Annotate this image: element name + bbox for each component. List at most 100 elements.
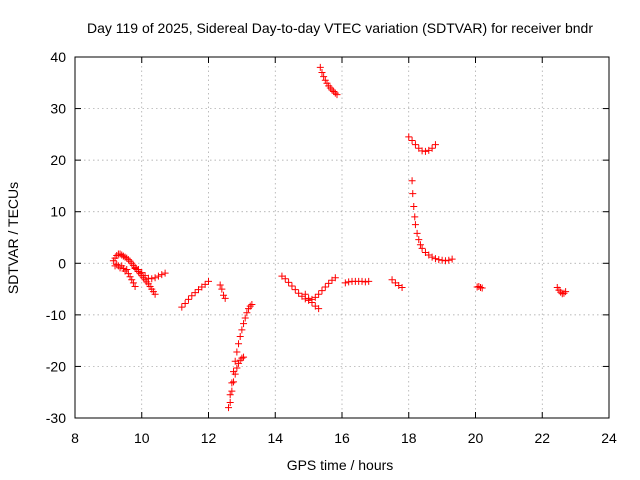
- data-point: [418, 244, 426, 252]
- data-point: [228, 379, 236, 387]
- x-tick-label: 16: [334, 430, 350, 446]
- series-seg-c: [131, 264, 169, 283]
- data-point: [230, 378, 238, 386]
- tick-labels: 8 10 12 14 16 18 20 22 24 -30 -20 -10 0 10 20 30 40: [46, 49, 617, 446]
- data-point: [330, 88, 338, 96]
- data-point: [431, 255, 439, 263]
- series-seg-f: [225, 301, 256, 412]
- data-point: [562, 288, 570, 296]
- data-point: [428, 144, 436, 152]
- series-seg-e: [216, 281, 229, 302]
- grid-lines: [75, 57, 609, 418]
- data-point: [235, 359, 243, 367]
- data-point: [411, 141, 419, 149]
- series-seg-g: [226, 353, 248, 407]
- data-point: [205, 277, 212, 285]
- data-point: [233, 348, 241, 356]
- data-point: [318, 287, 326, 295]
- data-point: [361, 278, 369, 286]
- data-point: [220, 291, 228, 299]
- x-tick-label: 14: [267, 430, 283, 446]
- data-point: [315, 290, 323, 298]
- data-point: [123, 254, 131, 262]
- data-point: [473, 283, 481, 291]
- data-point: [144, 274, 152, 282]
- data-point: [124, 270, 132, 278]
- data-point: [188, 292, 196, 300]
- y-tick-label: 0: [58, 255, 66, 271]
- data-point: [158, 271, 166, 279]
- data-point: [285, 278, 293, 286]
- data-point: [243, 309, 251, 317]
- data-point: [305, 294, 313, 302]
- x-tick-label: 24: [601, 430, 617, 446]
- data-point: [321, 76, 329, 84]
- data-point: [238, 354, 246, 362]
- x-axis-label: GPS time / hours: [287, 457, 394, 473]
- data-point: [228, 387, 236, 395]
- x-tick-label: 18: [401, 430, 417, 446]
- data-point: [281, 275, 289, 283]
- data-point: [421, 147, 429, 155]
- data-point: [411, 221, 419, 229]
- data-point: [411, 213, 419, 221]
- y-tick-label: 20: [50, 152, 66, 168]
- series-seg-j: [316, 63, 341, 99]
- series-seg-d: [178, 277, 212, 311]
- data-point: [415, 236, 423, 244]
- data-point: [365, 277, 373, 285]
- data-point: [441, 257, 449, 265]
- data-point: [129, 279, 137, 287]
- series-seg-i: [301, 290, 323, 313]
- data-point: [345, 278, 353, 286]
- data-point: [413, 229, 421, 237]
- data-point: [291, 286, 299, 294]
- data-point: [409, 190, 417, 198]
- series-seg-l: [388, 276, 406, 292]
- data-point: [226, 391, 234, 399]
- data-point: [341, 279, 349, 287]
- data-point: [225, 404, 233, 412]
- data-point: [477, 284, 485, 292]
- data-point: [178, 303, 186, 311]
- data-point: [123, 265, 131, 273]
- data-point: [221, 294, 229, 302]
- data-point: [331, 274, 339, 282]
- series-seg-n: [408, 177, 456, 265]
- axis-ticks: [74, 56, 610, 419]
- data-point: [475, 282, 483, 290]
- data-point: [311, 293, 319, 301]
- data-point: [308, 298, 316, 306]
- data-point: [388, 276, 396, 284]
- data-point: [328, 86, 336, 94]
- data-point: [235, 340, 243, 348]
- series-seg-b: [111, 260, 139, 290]
- data-point: [398, 284, 406, 292]
- data-point: [131, 282, 139, 290]
- x-tick-label: 8: [71, 430, 79, 446]
- series-seg-h: [278, 272, 339, 304]
- y-tick-label: -30: [46, 410, 66, 426]
- data-point: [226, 399, 234, 407]
- data-point: [405, 133, 413, 141]
- y-tick-label: 10: [50, 204, 66, 220]
- data-point: [333, 91, 341, 99]
- data-point: [184, 295, 192, 303]
- data-point: [560, 289, 568, 297]
- data-point: [240, 353, 248, 361]
- y-axis-label: SDTVAR / TECUs: [5, 182, 21, 294]
- data-point: [240, 320, 248, 328]
- series-seg-a: [109, 250, 159, 298]
- series-seg-o: [473, 282, 486, 292]
- series-seg-m: [405, 133, 439, 155]
- data-point: [134, 265, 142, 273]
- data-point: [418, 147, 426, 155]
- y-tick-label: -10: [46, 307, 66, 323]
- data-points: [109, 63, 570, 412]
- data-point: [128, 276, 136, 284]
- x-tick-label: 10: [134, 430, 150, 446]
- data-point: [438, 256, 446, 264]
- data-point: [408, 137, 416, 145]
- y-tick-label: -20: [46, 358, 66, 374]
